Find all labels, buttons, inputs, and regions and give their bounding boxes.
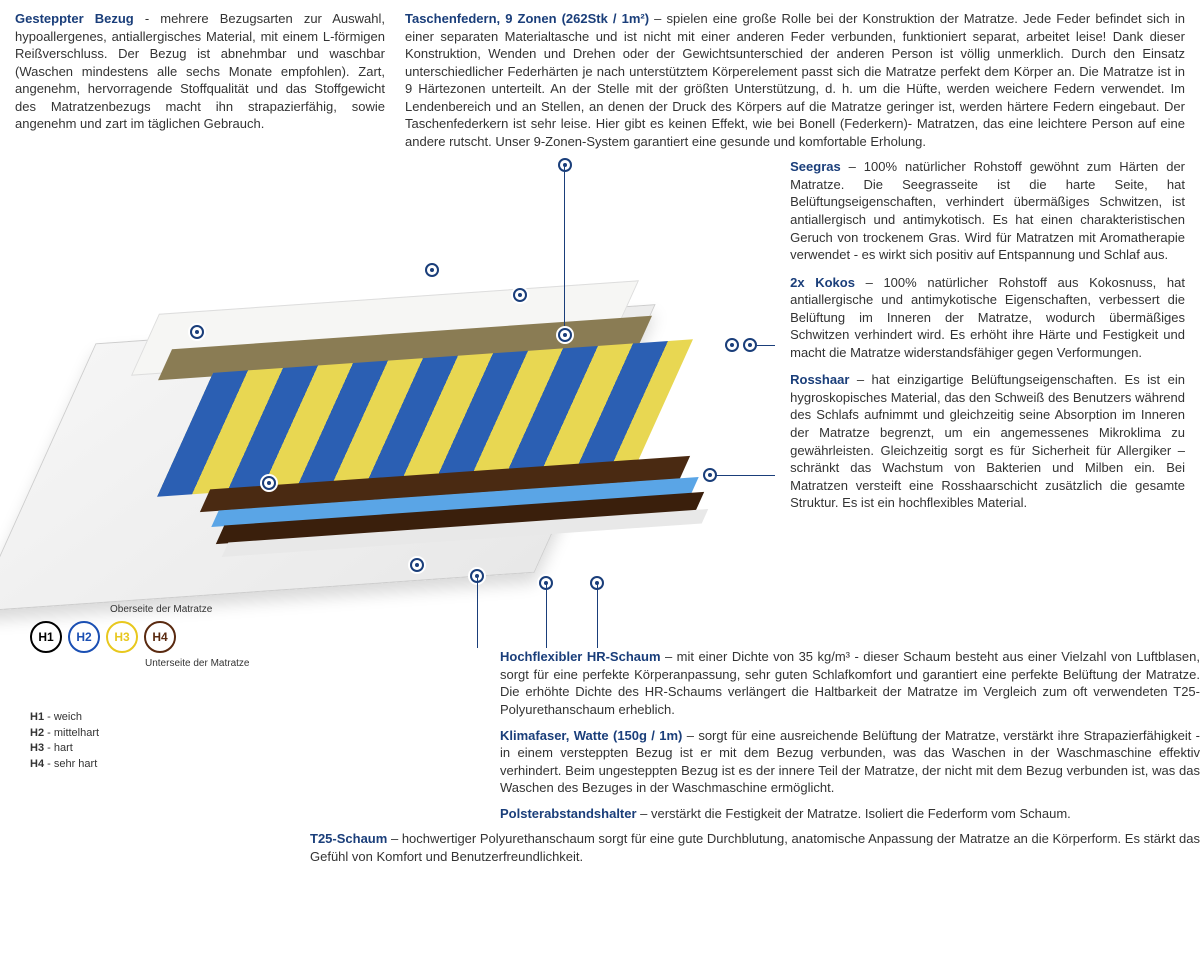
below-section-body-2: – verstärkt die Festigkeit der Matratze.… xyxy=(637,806,1071,821)
right-section-body-0: – 100% natürlicher Rohstoff gewöhnt zum … xyxy=(790,159,1185,262)
below-section-1: Klimafaser, Watte (150g / 1m) – sorgt fü… xyxy=(500,727,1200,797)
legend-key-h4: H4 - sehr hart xyxy=(30,757,290,772)
hardness-circle-h1: H1 xyxy=(30,621,62,653)
below-section-0: Hochflexibler HR-Schaum – mit einer Dich… xyxy=(500,648,1200,718)
line-rosshaar xyxy=(715,475,775,476)
diagram-column: Oberseite der Matratze H1H2H3H4 Untersei… xyxy=(15,158,775,648)
below-section-head-0: Hochflexibler HR-Schaum xyxy=(500,649,661,664)
legend-key-h3: H3 - hart xyxy=(30,741,290,756)
hardness-circle-h3: H3 xyxy=(106,621,138,653)
below-section-head-3: T25-Schaum xyxy=(310,831,387,846)
hardness-circle-h2: H2 xyxy=(68,621,100,653)
right-section-1: 2x Kokos – 100% natürlicher Rohstoff aus… xyxy=(790,274,1185,362)
legend-keys: H1 - weichH2 - mittelhartH3 - hartH4 - s… xyxy=(30,710,290,772)
right-section-2: Rosshaar – hat einzigartige Belüftungsei… xyxy=(790,371,1185,511)
hardness-legend: Oberseite der Matratze H1H2H3H4 Untersei… xyxy=(30,603,290,772)
right-section-head-2: Rosshaar xyxy=(790,372,849,387)
quilted-cover-heading: Gesteppter Bezug xyxy=(15,11,134,26)
legend-key-h2: H2 - mittelhart xyxy=(30,726,290,741)
below-sections: Hochflexibler HR-Schaum – mit einer Dich… xyxy=(310,648,1200,865)
right-section-0: Seegras – 100% natürlicher Rohstoff gewö… xyxy=(790,158,1185,263)
line-down-2 xyxy=(546,583,547,648)
legend-top-label: Oberseite der Matratze xyxy=(110,603,290,617)
line-springs xyxy=(564,166,565,326)
legend-bot-label: Unterseite der Matratze xyxy=(145,657,290,671)
marker-springs-top xyxy=(558,158,572,172)
pocket-springs-body: – spielen eine große Rolle bei der Konst… xyxy=(405,11,1185,149)
below-section-head-1: Klimafaser, Watte (150g / 1m) xyxy=(500,728,682,743)
right-text-column: Seegras – 100% natürlicher Rohstoff gewö… xyxy=(775,158,1185,648)
below-section-body-3: – hochwertiger Polyurethanschaum sorgt f… xyxy=(310,831,1200,864)
mid-row: Oberseite der Matratze H1H2H3H4 Untersei… xyxy=(15,158,1185,648)
below-section-head-2: Polsterabstandshalter xyxy=(500,806,637,821)
right-section-body-2: – hat einzigartige Belüftungseigenschaft… xyxy=(790,372,1185,510)
right-section-head-1: 2x Kokos xyxy=(790,275,855,290)
line-down-3 xyxy=(597,583,598,648)
mattress-diagram xyxy=(15,158,775,648)
legend-key-h1: H1 - weich xyxy=(30,710,290,725)
below-section-2: Polsterabstandshalter – verstärkt die Fe… xyxy=(500,805,1200,823)
quilted-cover-block: Gesteppter Bezug - mehrere Bezugsarten z… xyxy=(15,10,385,150)
marker-kokos-a xyxy=(725,338,739,352)
line-down-1 xyxy=(477,578,478,648)
quilted-cover-body: - mehrere Bezugsarten zur Auswahl, hypoa… xyxy=(15,11,385,131)
below-section-3: T25-Schaum – hochwertiger Polyurethansch… xyxy=(310,830,1200,865)
pocket-springs-heading: Taschenfedern, 9 Zonen (262Stk / 1m²) xyxy=(405,11,649,26)
pocket-springs-block: Taschenfedern, 9 Zonen (262Stk / 1m²) – … xyxy=(405,10,1185,150)
marker-kokos-b xyxy=(743,338,757,352)
marker-seegras-1 xyxy=(425,263,439,277)
right-section-head-0: Seegras xyxy=(790,159,841,174)
hardness-circle-h4: H4 xyxy=(144,621,176,653)
line-kokos xyxy=(757,345,775,346)
top-row: Gesteppter Bezug - mehrere Bezugsarten z… xyxy=(15,10,1185,150)
hardness-circles-row: H1H2H3H4 xyxy=(30,621,290,653)
